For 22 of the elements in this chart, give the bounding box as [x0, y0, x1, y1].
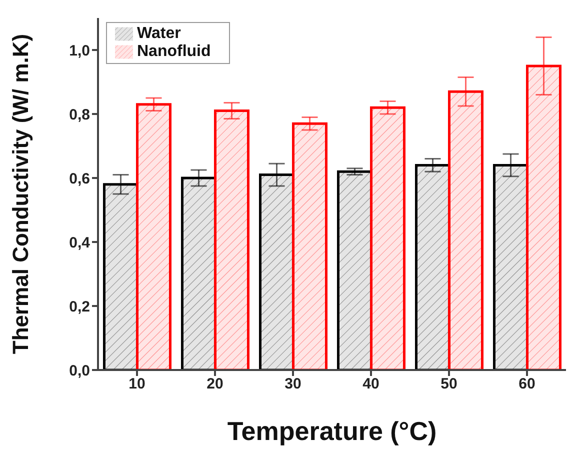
bar — [526, 64, 562, 370]
y-tick-label: 0,4 — [69, 234, 91, 252]
y-tick-label: 0,0 — [69, 362, 90, 380]
x-tick-label: 40 — [362, 376, 380, 393]
y-tick-label: 0,8 — [69, 106, 90, 124]
bar — [136, 103, 172, 370]
bar — [370, 106, 406, 370]
legend-label: Water — [137, 25, 181, 42]
y-axis-title: Thermal Conductivity (W/ m.K) — [8, 34, 33, 354]
bar — [292, 122, 328, 370]
x-tick-label: 50 — [440, 376, 458, 393]
y-tick-label: 1,0 — [69, 42, 90, 60]
x-tick-label: 10 — [128, 376, 146, 393]
legend-label: Nanofluid — [137, 43, 211, 60]
bar — [214, 110, 250, 370]
x-tick-label: 60 — [518, 376, 536, 393]
x-tick-label: 30 — [284, 376, 302, 393]
x-tick-label: 20 — [206, 376, 224, 393]
bar — [448, 90, 484, 370]
y-tick-label: 0,6 — [69, 170, 90, 188]
x-axis-title: Temperature (°C) — [227, 416, 437, 446]
y-tick-label: 0,2 — [69, 298, 90, 316]
